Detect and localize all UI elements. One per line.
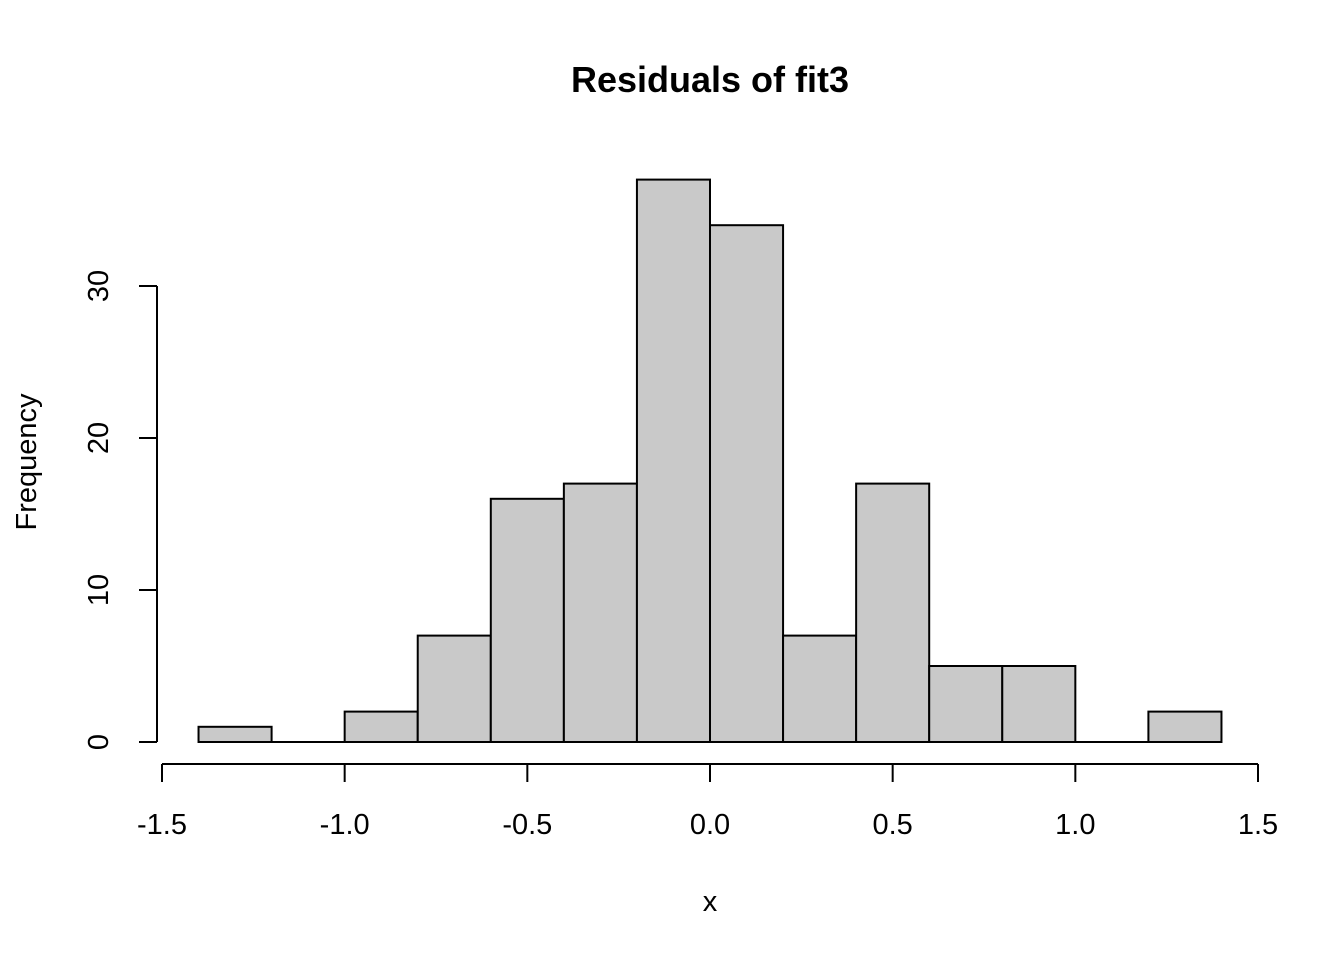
histogram-bar bbox=[489, 497, 565, 743]
x-tick-label: -0.5 bbox=[502, 809, 552, 841]
y-tick-label: 30 bbox=[83, 270, 115, 302]
bars-group bbox=[197, 178, 1223, 744]
x-tick-label: 1.0 bbox=[1055, 809, 1095, 841]
x-tick-label: 0.0 bbox=[690, 809, 730, 841]
histogram-bar bbox=[635, 178, 712, 744]
y-tick-label: 10 bbox=[83, 574, 115, 606]
histogram-bar bbox=[928, 665, 1004, 743]
y-axis: 0 10 20 30 bbox=[83, 270, 158, 750]
histogram-bar bbox=[197, 725, 273, 743]
y-tick-label: 20 bbox=[83, 422, 115, 454]
histogram-bar bbox=[1147, 710, 1223, 743]
x-tick-label: -1.5 bbox=[137, 809, 187, 841]
y-axis-label: Frequency bbox=[11, 393, 43, 531]
x-axis: -1.5 -1.0 -0.5 0.0 0.5 1.0 1.5 bbox=[137, 763, 1278, 841]
y-tick-label: 0 bbox=[83, 734, 115, 750]
histogram-bar bbox=[855, 482, 931, 743]
chart-title: Residuals of fit3 bbox=[571, 59, 849, 100]
x-tick-label: -1.0 bbox=[320, 809, 370, 841]
x-tick-label: 1.5 bbox=[1238, 809, 1278, 841]
x-axis-label: x bbox=[703, 886, 718, 918]
x-tick-label: 0.5 bbox=[873, 809, 913, 841]
histogram-bar bbox=[343, 710, 419, 743]
histogram-bar bbox=[1001, 665, 1077, 743]
histogram-bar bbox=[782, 634, 858, 743]
histogram-bar bbox=[416, 634, 492, 743]
histogram-bar bbox=[709, 224, 785, 743]
histogram-bar bbox=[562, 482, 638, 743]
